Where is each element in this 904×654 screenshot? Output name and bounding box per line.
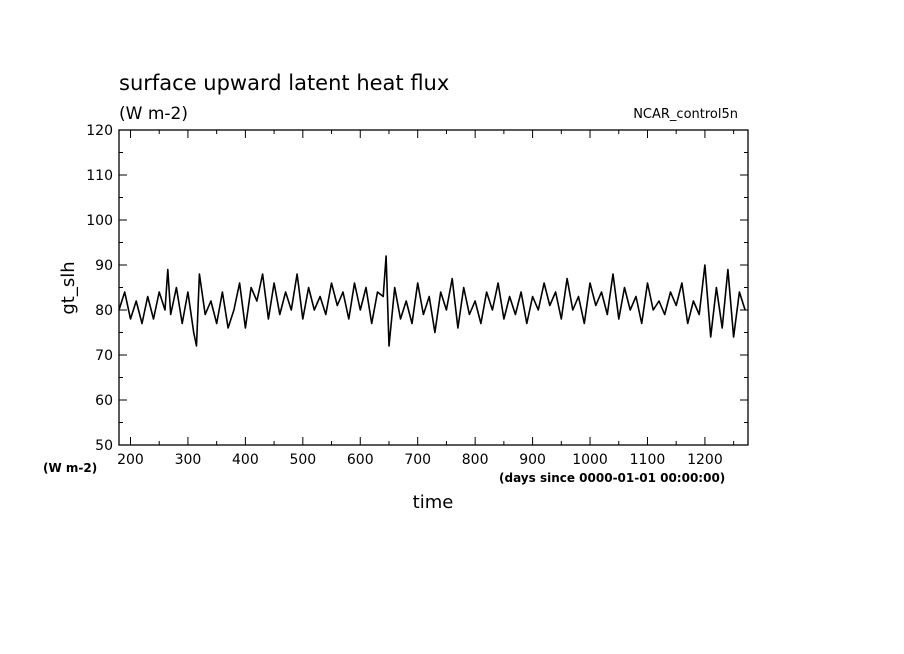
x-tick-label: 300 <box>175 452 202 468</box>
x-unit-label: (days since 0000-01-01 00:00:00) <box>499 471 725 485</box>
x-tick-label: 600 <box>347 452 374 468</box>
x-tick-label: 500 <box>289 452 316 468</box>
x-tick-label: 1200 <box>687 452 723 468</box>
y-tick-label: 100 <box>86 213 113 229</box>
y-axis-label: gt_slh <box>58 261 79 314</box>
x-tick-label: 900 <box>519 452 546 468</box>
y-tick-label: 120 <box>86 123 113 139</box>
x-axis-label: time <box>413 492 454 513</box>
chart-subtitle: (W m-2) <box>119 104 188 124</box>
x-tick-label: 700 <box>404 452 431 468</box>
y-tick-label: 60 <box>95 393 113 409</box>
x-tick-label: 1000 <box>572 452 608 468</box>
source-label: NCAR_control5n <box>633 107 738 122</box>
y-tick-label: 110 <box>86 168 113 184</box>
x-tick-label: 200 <box>117 452 144 468</box>
chart-title: surface upward latent heat flux <box>119 71 449 95</box>
y-tick-label: 70 <box>95 348 113 364</box>
x-tick-label: 1100 <box>630 452 666 468</box>
plot-area: 50 60 70 80 90 100 110 120 200 300 400 500 600 700 800… <box>86 123 749 468</box>
y-unit-label: (W m-2) <box>43 461 97 475</box>
x-tick-label: 800 <box>462 452 489 468</box>
y-tick-label: 90 <box>95 258 113 274</box>
plot-frame <box>118 129 749 446</box>
y-tick-label: 80 <box>95 303 113 319</box>
series-line-0 <box>118 255 746 347</box>
x-tick-label: 400 <box>232 452 259 468</box>
y-tick-label: 50 <box>95 438 113 454</box>
